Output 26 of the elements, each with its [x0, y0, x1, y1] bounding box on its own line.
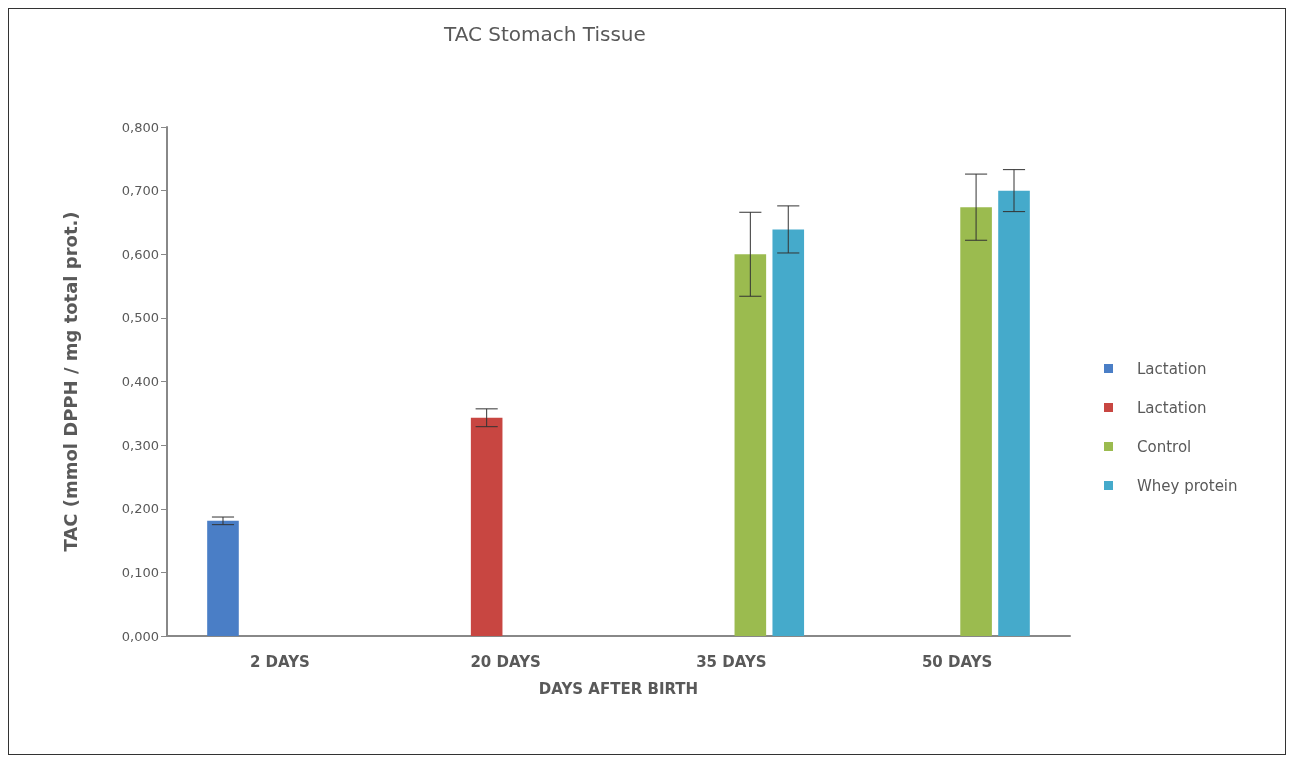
x-axis-title: DAYS AFTER BIRTH	[538, 679, 699, 698]
legend-label: Lactation	[1137, 359, 1207, 378]
bar	[998, 190, 1030, 636]
legend-label: Control	[1137, 437, 1192, 456]
bar	[470, 417, 503, 636]
bar	[207, 520, 239, 636]
y-tick-label: 0,500	[121, 310, 159, 326]
chart-title: TAC Stomach Tissue	[443, 22, 646, 46]
y-tick-label: 0,700	[121, 183, 159, 199]
y-tick-label: 0,300	[121, 437, 159, 453]
legend-label: Whey protein	[1137, 476, 1238, 495]
y-tick-label: 0,400	[121, 374, 159, 389]
x-tick-label: 2 DAYS	[249, 652, 310, 671]
y-axis-title: TAC (mmol DPPH / mg total prot.)	[59, 211, 81, 552]
y-tick-label: 0,800	[121, 119, 159, 135]
x-tick-label: 50 DAYS	[921, 652, 993, 671]
bar	[960, 207, 992, 636]
y-tick-label: 0,100	[121, 564, 159, 580]
y-tick-label: 0,000	[121, 628, 159, 644]
bar	[734, 254, 767, 636]
x-tick-label: 20 DAYS	[470, 652, 541, 671]
y-tick-label: 0,600	[121, 246, 159, 262]
legend-label: Lactation	[1137, 398, 1207, 417]
bar	[772, 229, 805, 636]
x-tick-label: 35 DAYS	[696, 652, 767, 671]
y-tick-label: 0,200	[121, 501, 159, 517]
